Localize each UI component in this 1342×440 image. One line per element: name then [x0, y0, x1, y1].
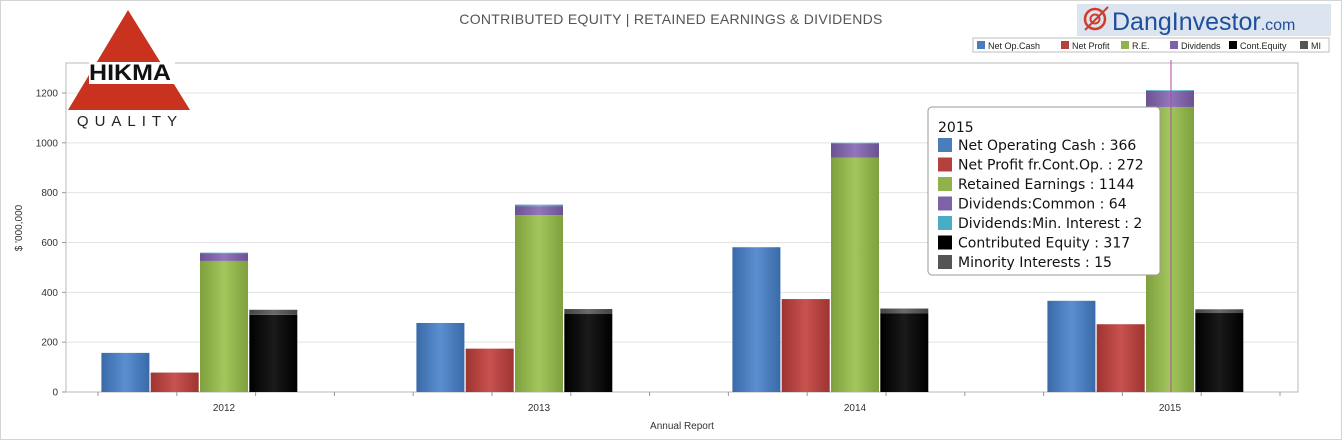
- bar-net-profit: [1096, 324, 1145, 392]
- bar-dividends: [515, 206, 563, 216]
- bar-net-profit: [150, 372, 199, 392]
- chart-title: CONTRIBUTED EQUITY | RETAINED EARNINGS &…: [459, 11, 882, 27]
- tooltip-item-label: Retained Earnings : 1144: [958, 177, 1135, 193]
- brand-name-main: Investor: [1172, 8, 1261, 36]
- legend-label[interactable]: R.E.: [1132, 41, 1150, 51]
- target-icon: [1083, 6, 1109, 31]
- tooltip-swatch: [938, 177, 952, 191]
- x-axis-ticks: 2012 2013 2014 2015: [97, 392, 1281, 414]
- y-tick-label: 1000: [36, 138, 59, 149]
- y-axis-title: $ '000,000: [14, 204, 25, 251]
- logo-text: HIKMA: [89, 60, 171, 85]
- brand-name-suffix: .com: [1261, 17, 1296, 34]
- x-tick-label: 2012: [213, 403, 236, 414]
- bar-net-op-cash: [1047, 300, 1096, 392]
- y-tick-label: 200: [41, 338, 58, 349]
- brand-name: DangInvestor.com: [1112, 8, 1295, 36]
- tooltip-items: Net Operating Cash : 366 Net Profit fr.Co…: [938, 138, 1144, 271]
- bar-dividends-min-interest: [831, 142, 879, 144]
- brand-name-prefix: Dang: [1112, 8, 1172, 36]
- y-axis-ticks: 0 200 400 600 800 1000 1200: [36, 89, 66, 399]
- bar-net-op-cash: [416, 322, 465, 392]
- bar-dividends-min-interest: [200, 252, 248, 254]
- legend-swatch: [1121, 41, 1129, 49]
- logo-subtext: QUALITY: [77, 113, 183, 130]
- bar-net-op-cash: [732, 247, 781, 392]
- tooltip-swatch: [938, 196, 952, 211]
- bars: [101, 90, 1244, 392]
- y-tick-label: 600: [41, 238, 58, 249]
- bar-minority-interests: [1195, 309, 1244, 314]
- legend-swatch: [1061, 41, 1069, 49]
- legend: Net Op.Cash Net Profit R.E. Dividends Cont.E…: [977, 41, 1321, 51]
- y-tick-label: 400: [41, 288, 58, 299]
- legend-swatch: [1170, 41, 1178, 49]
- legend-label[interactable]: Net Profit: [1072, 41, 1110, 51]
- bar-minority-interests: [564, 309, 613, 315]
- bar-contributed-equity: [564, 314, 613, 392]
- x-tick-label: 2013: [528, 403, 551, 414]
- y-tick-label: 1200: [36, 89, 59, 100]
- bar-retained-earnings: [831, 157, 879, 392]
- legend-label[interactable]: Net Op.Cash: [988, 41, 1040, 51]
- tooltip-title: 2015: [938, 120, 974, 136]
- tooltip-item-label: Dividends:Common : 64: [958, 197, 1127, 213]
- bar-dividends-min-interest: [515, 204, 563, 207]
- tooltip-swatch: [938, 157, 952, 172]
- tooltip-item-label: Net Profit fr.Cont.Op. : 272: [958, 158, 1144, 174]
- tooltip-item-label: Contributed Equity : 317: [958, 236, 1130, 252]
- legend-swatch: [1229, 41, 1237, 49]
- bar-minority-interests: [249, 309, 298, 315]
- tooltip-swatch: [938, 235, 952, 250]
- x-tick-label: 2014: [844, 403, 867, 414]
- tooltip-swatch: [938, 255, 952, 269]
- bar-dividends: [831, 143, 879, 158]
- legend-label[interactable]: MI: [1311, 41, 1321, 51]
- legend-label[interactable]: Cont.Equity: [1240, 41, 1287, 51]
- bar-retained-earnings: [515, 215, 563, 392]
- bar-retained-earnings: [200, 260, 248, 392]
- y-tick-label: 0: [52, 388, 58, 399]
- bar-minority-interests: [880, 308, 929, 314]
- bar-net-profit: [781, 299, 830, 392]
- company-logo: HIKMA QUALITY: [68, 10, 190, 130]
- bar-dividends: [1146, 91, 1194, 107]
- y-tick-label: 800: [41, 188, 58, 199]
- bar-contributed-equity: [249, 314, 298, 392]
- bar-net-op-cash: [101, 352, 150, 392]
- logo-band: [89, 62, 175, 84]
- tooltip-swatch: [938, 216, 952, 230]
- brand-logo: DangInvestor.com: [1077, 4, 1331, 36]
- bar-dividends: [200, 253, 248, 261]
- bar-net-profit: [465, 348, 514, 392]
- tooltip-item-label: Net Operating Cash : 366: [958, 138, 1136, 154]
- legend-label[interactable]: Dividends: [1181, 41, 1221, 51]
- x-tick-label: 2015: [1159, 403, 1182, 414]
- tooltip-item-label: Dividends:Min. Interest : 2: [958, 216, 1142, 232]
- plot-area: [65, 62, 1299, 393]
- tooltip-item-label: Minority Interests : 15: [958, 255, 1112, 271]
- legend-swatch: [1300, 41, 1308, 49]
- tooltip-box: [927, 106, 1161, 276]
- logo-triangle-icon: [68, 10, 190, 110]
- bar-contributed-equity: [1195, 313, 1244, 392]
- x-axis-title: Annual Report: [650, 421, 714, 432]
- tooltip-swatch: [938, 138, 952, 152]
- bar-contributed-equity: [880, 313, 929, 392]
- bar-dividends-min-interest: [1146, 90, 1194, 92]
- brand-bg: [1077, 4, 1331, 36]
- tooltip: 2015 Net Operating Cash : 366 Net Profit …: [927, 106, 1161, 276]
- legend-swatch: [977, 41, 985, 49]
